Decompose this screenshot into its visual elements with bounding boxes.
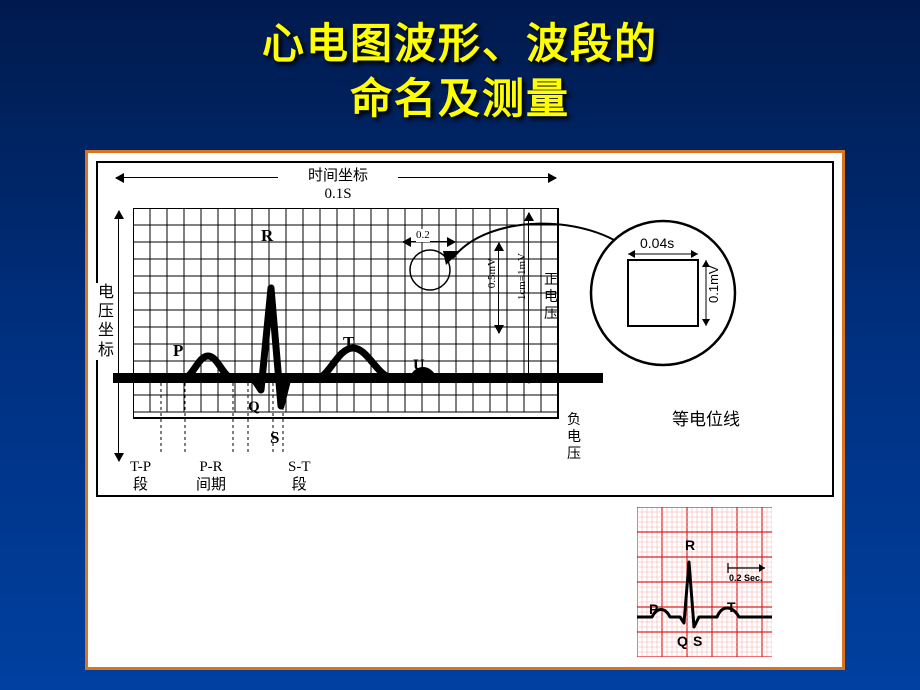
zoom-time-label: 0.04s [640, 235, 674, 251]
inset-sec-arrow [725, 562, 770, 574]
title-line-2: 命名及测量 [0, 73, 920, 128]
title-line-1: 心电图波形、波段的 [0, 18, 920, 73]
inset-ecg-panel: P R Q S T 0.2 Sec. [637, 507, 772, 657]
svg-text:0.1mV: 0.1mV [706, 265, 721, 303]
voltage-axis-label: 电压坐标 [96, 283, 116, 360]
page-title: 心电图波形、波段的 命名及测量 [0, 0, 920, 127]
inset-p-label: P [649, 601, 658, 617]
inset-q-label: Q [677, 633, 688, 649]
isoline-label: 等电位线 [668, 403, 744, 432]
voltage-axis-arrow [118, 211, 119, 461]
inset-s-label: S [693, 633, 702, 649]
small-square-width-label: 0.2 [416, 229, 430, 242]
inset-r-label: R [685, 537, 695, 553]
ecg-diagram-frame: 时间坐标 0.1S 电压坐标 P R Q S T U T-P段 [96, 161, 834, 497]
negative-voltage-label: 负电压 [566, 413, 582, 463]
inset-sec-label: 0.2 Sec. [729, 573, 763, 583]
time-axis-label: 时间坐标 0.1S [278, 167, 398, 203]
ecg-diagram-panel: 时间坐标 0.1S 电压坐标 P R Q S T U T-P段 [85, 150, 845, 670]
inset-t-label: T [727, 599, 736, 615]
zoom-detail-circle: 0.04s 0.1mV [588, 218, 738, 368]
